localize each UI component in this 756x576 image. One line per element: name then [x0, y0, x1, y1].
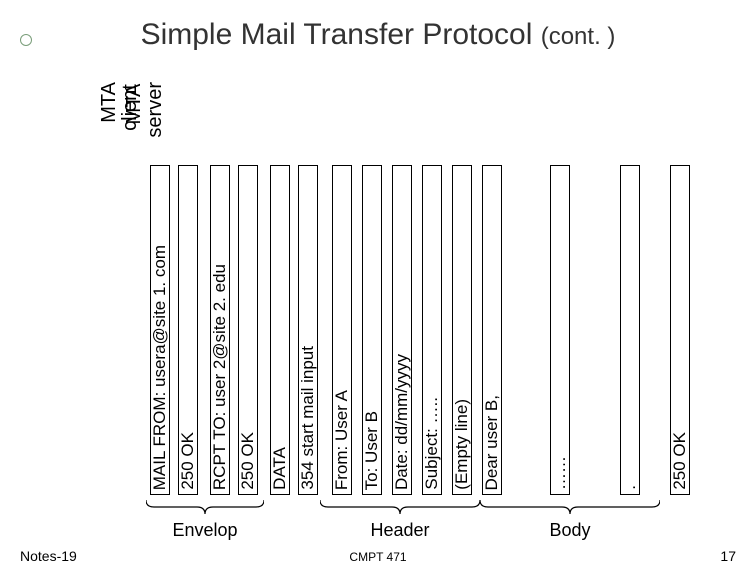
protocol-bar-label-5: 354 start mail input — [298, 346, 318, 490]
protocol-bar-2: RCPT TO: user 2@site 2. edu — [210, 165, 230, 495]
protocol-bar-label-8: Date: dd/mm/yyyy — [392, 354, 412, 490]
footer-course-text: CMPT 471 — [349, 550, 406, 564]
protocol-bars: MAIL FROM: usera@site 1. com 250 OK RCPT T… — [150, 165, 710, 495]
protocol-bar-1: 250 OK — [178, 165, 198, 495]
protocol-bar-9: Subject: ….. — [422, 165, 442, 495]
mta-server-label: MTA server — [103, 82, 166, 138]
slide-title: Simple Mail Transfer Protocol (cont. ) — [0, 18, 756, 52]
protocol-bar-label-12: …… — [550, 456, 570, 490]
protocol-bar-label-7: To: User B — [362, 411, 382, 490]
group-label-body: Body — [480, 520, 660, 541]
protocol-bar-label-1: 250 OK — [178, 432, 198, 490]
protocol-bar-3: 250 OK — [238, 165, 258, 495]
footer-page: 17 — [720, 548, 736, 564]
footer-course: CMPT 471 — [349, 550, 406, 564]
protocol-bar-8: Date: dd/mm/yyyy — [392, 165, 412, 495]
group-label-envelop: Envelop — [146, 520, 264, 541]
title-main-text: Simple Mail Transfer Protocol — [141, 18, 541, 51]
protocol-bar-label-3: 250 OK — [238, 432, 258, 490]
title-cont-text: (cont. ) — [541, 23, 616, 50]
group-label-header: Header — [320, 520, 480, 541]
protocol-bar-10: (Empty line) — [452, 165, 472, 495]
protocol-bar-label-11: Dear user B, — [482, 395, 502, 490]
protocol-bar-4: DATA — [270, 165, 290, 495]
protocol-bar-label-0: MAIL FROM: usera@site 1. com — [150, 245, 170, 490]
protocol-bar-12: …… — [550, 165, 570, 495]
footer-notes: Notes-19 — [20, 548, 77, 564]
protocol-bar-5: 354 start mail input — [298, 165, 318, 495]
group-brace-0 — [146, 500, 264, 512]
protocol-bar-11: Dear user B, — [482, 165, 502, 495]
protocol-bar-label-6: From: User A — [332, 390, 352, 490]
protocol-bar-label-10: (Empty line) — [452, 399, 472, 490]
protocol-bar-label-4: DATA — [270, 447, 290, 490]
protocol-bar-0: MAIL FROM: usera@site 1. com — [150, 165, 170, 495]
protocol-bar-label-14: 250 OK — [670, 432, 690, 490]
protocol-bar-label-2: RCPT TO: user 2@site 2. edu — [210, 264, 230, 490]
protocol-bar-14: 250 OK — [670, 165, 690, 495]
mta-server-text: MTA server — [123, 82, 166, 138]
protocol-bar-label-9: Subject: ….. — [422, 397, 442, 490]
protocol-bar-7: To: User B — [362, 165, 382, 495]
group-brace-2 — [480, 500, 660, 512]
protocol-bar-13: . — [620, 165, 640, 495]
group-brace-1 — [320, 500, 480, 512]
protocol-bar-label-13: . — [620, 485, 640, 490]
protocol-bar-6: From: User A — [332, 165, 352, 495]
